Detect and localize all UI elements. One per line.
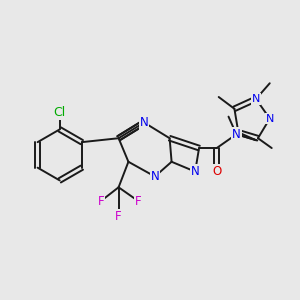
Text: F: F xyxy=(98,194,104,208)
Text: N: N xyxy=(140,116,148,129)
Text: O: O xyxy=(212,165,221,178)
Text: N: N xyxy=(151,170,159,183)
Text: N: N xyxy=(252,94,260,104)
Text: Cl: Cl xyxy=(54,106,66,119)
Text: F: F xyxy=(115,210,122,223)
Text: N: N xyxy=(266,114,274,124)
Text: F: F xyxy=(135,194,142,208)
Text: N: N xyxy=(191,165,200,178)
Text: N: N xyxy=(232,128,241,141)
